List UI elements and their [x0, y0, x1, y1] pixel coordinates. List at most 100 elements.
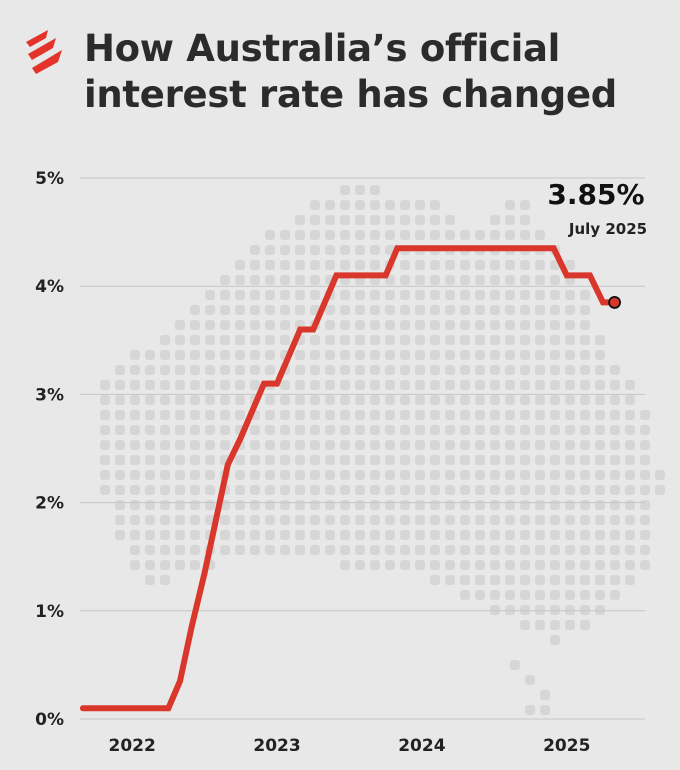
- map-dot: [250, 335, 260, 345]
- map-dot: [445, 455, 455, 465]
- map-dot: [205, 425, 215, 435]
- map-dot: [520, 605, 530, 615]
- map-dot: [190, 440, 200, 450]
- map-dot: [550, 530, 560, 540]
- latest-rate-value: 3.85%: [547, 178, 644, 211]
- map-dot: [445, 545, 455, 555]
- map-dot: [550, 560, 560, 570]
- map-dot: [535, 485, 545, 495]
- map-dot: [385, 515, 395, 525]
- map-dot: [490, 320, 500, 330]
- map-dot: [490, 410, 500, 420]
- map-dot: [550, 305, 560, 315]
- map-dot: [550, 395, 560, 405]
- map-dot: [460, 530, 470, 540]
- map-dot: [580, 290, 590, 300]
- map-dot: [160, 530, 170, 540]
- map-dot: [295, 545, 305, 555]
- map-dot: [580, 545, 590, 555]
- map-dot: [655, 470, 665, 480]
- map-dot: [505, 230, 515, 240]
- map-dot: [265, 455, 275, 465]
- map-dot: [145, 440, 155, 450]
- map-dot: [640, 515, 650, 525]
- map-dot: [595, 605, 605, 615]
- map-dot: [370, 545, 380, 555]
- map-dot: [490, 215, 500, 225]
- map-dot: [460, 275, 470, 285]
- map-dot: [520, 200, 530, 210]
- map-dot: [550, 620, 560, 630]
- map-dot: [310, 290, 320, 300]
- map-dot: [595, 455, 605, 465]
- map-dot: [355, 410, 365, 420]
- map-dot: [475, 395, 485, 405]
- map-dot: [265, 245, 275, 255]
- map-dot: [505, 395, 515, 405]
- map-dot: [490, 470, 500, 480]
- map-dot: [550, 590, 560, 600]
- map-dot: [400, 350, 410, 360]
- latest-rate-date: July 2025: [568, 220, 647, 238]
- map-dot: [565, 515, 575, 525]
- map-dot: [220, 305, 230, 315]
- map-dot: [325, 455, 335, 465]
- map-dot: [595, 545, 605, 555]
- map-dot: [355, 185, 365, 195]
- map-dot: [130, 380, 140, 390]
- map-dot: [460, 560, 470, 570]
- map-dot: [145, 395, 155, 405]
- map-dot: [565, 575, 575, 585]
- map-dot: [340, 245, 350, 255]
- map-dot: [295, 275, 305, 285]
- map-dot: [520, 560, 530, 570]
- map-dot: [445, 470, 455, 480]
- map-dot: [565, 470, 575, 480]
- map-dot: [295, 455, 305, 465]
- map-dot: [310, 350, 320, 360]
- map-dot: [280, 410, 290, 420]
- map-dot: [475, 335, 485, 345]
- map-dot: [460, 260, 470, 270]
- map-dot: [280, 320, 290, 330]
- map-dot: [565, 425, 575, 435]
- map-dot: [430, 500, 440, 510]
- map-dot: [535, 410, 545, 420]
- map-dot: [145, 455, 155, 465]
- map-dot: [235, 350, 245, 360]
- rate-line: [79, 245, 618, 712]
- map-dot: [295, 290, 305, 300]
- map-dot: [295, 500, 305, 510]
- map-dot: [325, 365, 335, 375]
- map-dot: [325, 545, 335, 555]
- map-dot: [175, 440, 185, 450]
- map-dot: [550, 500, 560, 510]
- map-dot: [445, 425, 455, 435]
- map-dot: [535, 545, 545, 555]
- map-dot: [505, 500, 515, 510]
- map-dot: [130, 455, 140, 465]
- map-dot: [520, 350, 530, 360]
- map-dot: [250, 260, 260, 270]
- map-dot: [460, 335, 470, 345]
- map-dot: [565, 290, 575, 300]
- map-dot: [160, 335, 170, 345]
- map-dot: [235, 290, 245, 300]
- map-dot: [250, 440, 260, 450]
- map-dot: [385, 440, 395, 450]
- map-dot: [460, 575, 470, 585]
- map-dot: [610, 590, 620, 600]
- map-dot: [265, 425, 275, 435]
- map-dot: [445, 530, 455, 540]
- map-dot: [370, 425, 380, 435]
- map-dot: [325, 470, 335, 480]
- map-dot: [490, 230, 500, 240]
- map-dot: [340, 185, 350, 195]
- map-dot: [505, 290, 515, 300]
- map-dot: [430, 230, 440, 240]
- map-dot: [265, 500, 275, 510]
- map-dot: [640, 485, 650, 495]
- map-dot: [415, 200, 425, 210]
- map-dot: [370, 530, 380, 540]
